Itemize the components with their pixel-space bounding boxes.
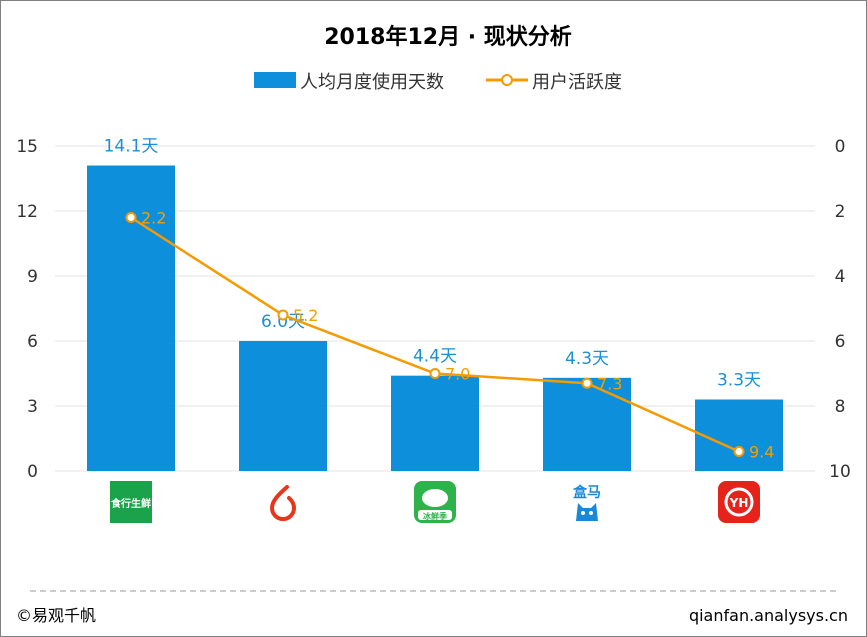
red-flame-logo [269,485,297,521]
legend-bar-swatch [254,72,296,88]
legend-line-marker [501,74,513,86]
left-axis-tick-label: 12 [16,202,38,222]
line-series [125,212,745,457]
left-axis-tick-label: 6 [27,332,38,352]
line-point [733,446,745,457]
bar-data-label: 14.1天 [104,137,159,157]
bar-data-label: 6.0天 [261,312,305,332]
line-data-label: 7.3 [597,374,622,393]
right-axis-tick-label: 10 [829,462,851,482]
line-data-label: 5.2 [293,306,318,325]
right-axis-tick-label: 6 [835,332,846,352]
line-data-label: 9.4 [749,443,774,462]
yonghui-logo: YH [718,481,760,523]
right-axis-tick-label: 8 [835,397,846,417]
legend: 人均月度使用天数 用户活跃度 [254,72,622,93]
line-data-labels: 2.2 5.2 7.0 7.3 9.4 [141,209,774,462]
bar-data-label: 3.3天 [717,371,761,391]
footer-source: qianfan.analysys.cn [689,606,848,625]
bar [695,399,783,471]
left-axis-tick-label: 0 [27,462,38,482]
logo-text: 冰鲜季 [423,511,448,521]
bar [391,375,479,471]
left-axis-tick-label: 15 [16,137,38,157]
hippo-eye [589,511,593,515]
bar-data-labels: 14.1天 6.0天 4.4天 4.3天 3.3天 [104,137,761,391]
logo-text: 盒马 [572,484,601,501]
right-axis-ticks: 0 2 4 6 8 10 [829,137,851,482]
left-axis-ticks: 0 3 6 9 12 15 [16,137,38,482]
legend-bar-label: 人均月度使用天数 [300,72,444,93]
logo-banner [418,510,452,520]
logo-text: 食行生鲜 [110,497,151,510]
right-axis-tick-label: 0 [835,137,846,157]
bar-series [87,165,783,471]
hippo-icon [576,503,598,521]
logo-text: YH [729,496,749,510]
right-axis-tick-label: 2 [835,202,846,222]
legend-line-label: 用户活跃度 [532,72,622,93]
flame-icon [269,485,297,521]
bar-data-label: 4.4天 [413,347,457,367]
fish-icon [422,489,448,507]
right-axis-tick-label: 4 [835,267,846,287]
line-data-label: 7.0 [445,365,470,384]
bar [543,377,631,471]
bar-data-label: 4.3天 [565,349,609,369]
line-point [581,377,593,389]
bar [239,341,327,471]
left-axis-tick-label: 3 [27,397,38,417]
hippo-eye [581,511,585,515]
shihang-shengxian-logo: 食行生鲜 [110,481,152,523]
line-point [277,309,289,321]
bingxiaoxian-logo: 冰鲜季 [414,481,456,523]
logo-background [718,481,760,523]
left-axis-tick-label: 9 [27,267,38,287]
logo-ring [724,487,754,517]
footer-copyright: ©易观千帆 [16,606,96,625]
line-data-label: 2.2 [141,209,166,228]
hema-logo: 盒马 [572,484,601,521]
chart-title: 2018年12月 · 现状分析 [324,24,572,50]
line-point [125,212,137,223]
line-point [429,368,441,379]
logo-background [110,481,152,523]
